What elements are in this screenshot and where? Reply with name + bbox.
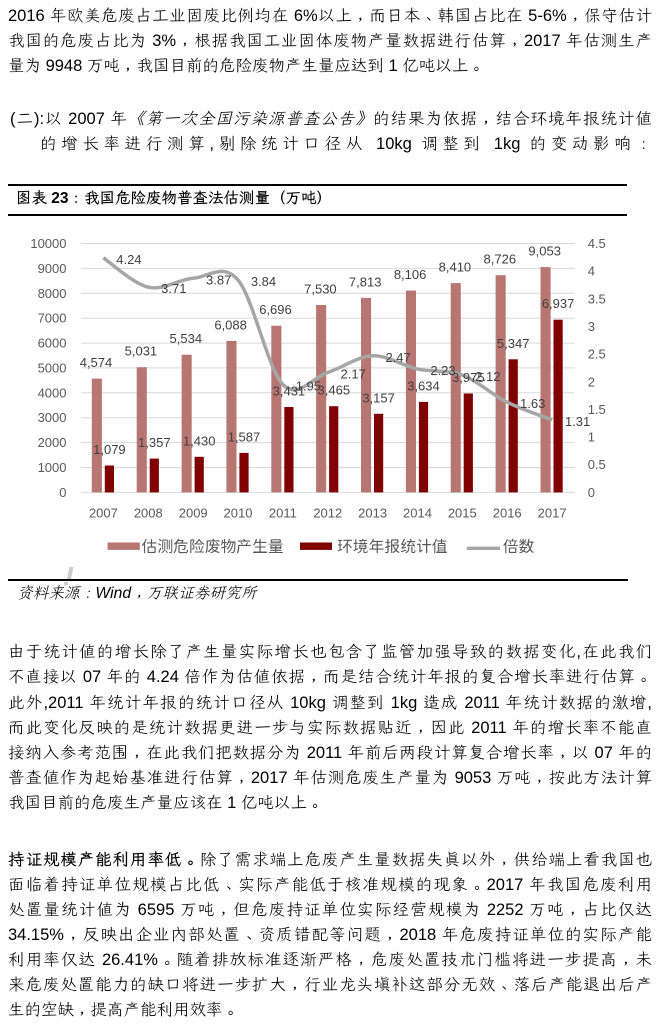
svg-text:5000: 5000 — [38, 360, 67, 375]
svg-text:3.71: 3.71 — [161, 281, 186, 296]
svg-text:1: 1 — [588, 430, 595, 445]
svg-text:2016: 2016 — [493, 506, 522, 521]
svg-text:9000: 9000 — [38, 261, 67, 276]
svg-text:2009: 2009 — [179, 506, 208, 521]
svg-text:0.5: 0.5 — [588, 457, 606, 472]
svg-text:3,634: 3,634 — [407, 378, 440, 393]
svg-text:1.31: 1.31 — [565, 414, 590, 429]
svg-text:7,813: 7,813 — [349, 274, 382, 289]
svg-text:4.24: 4.24 — [116, 252, 141, 267]
svg-text:2000: 2000 — [38, 435, 67, 450]
svg-text:0: 0 — [588, 485, 595, 500]
svg-text:2010: 2010 — [224, 506, 253, 521]
svg-text:9,053: 9,053 — [528, 244, 561, 259]
svg-text:2015: 2015 — [448, 506, 477, 521]
svg-text:10000: 10000 — [30, 236, 66, 251]
svg-text:5,347: 5,347 — [497, 336, 530, 351]
svg-text:5,031: 5,031 — [125, 344, 158, 359]
svg-text:1,357: 1,357 — [138, 435, 171, 450]
svg-text:8000: 8000 — [38, 286, 67, 301]
svg-text:倍数: 倍数 — [503, 538, 535, 556]
svg-text:1000: 1000 — [38, 460, 67, 475]
svg-text:3,975: 3,975 — [452, 370, 485, 385]
svg-text:6,937: 6,937 — [542, 296, 575, 311]
svg-text:1,587: 1,587 — [228, 429, 261, 444]
svg-text:0: 0 — [59, 485, 66, 500]
svg-text:2017: 2017 — [538, 506, 567, 521]
svg-text:5,534: 5,534 — [170, 331, 203, 346]
svg-text:2011: 2011 — [269, 506, 297, 521]
svg-text:1.63: 1.63 — [520, 396, 545, 411]
svg-text:2.17: 2.17 — [341, 366, 366, 381]
svg-text:7000: 7000 — [38, 311, 67, 326]
svg-text:4.5: 4.5 — [588, 236, 606, 251]
svg-text:1.95: 1.95 — [296, 379, 321, 394]
svg-text:6,088: 6,088 — [214, 317, 247, 332]
svg-text:3,465: 3,465 — [318, 383, 351, 398]
svg-text:8,106: 8,106 — [394, 267, 427, 282]
svg-text:4: 4 — [588, 264, 595, 279]
svg-text:2008: 2008 — [134, 506, 163, 521]
svg-text:2.47: 2.47 — [385, 350, 410, 365]
svg-text:4,574: 4,574 — [80, 355, 113, 370]
svg-text:3,431: 3,431 — [273, 384, 306, 399]
svg-text:2012: 2012 — [313, 506, 342, 521]
svg-text:3,157: 3,157 — [362, 390, 395, 405]
svg-text:2: 2 — [588, 374, 595, 389]
svg-text:6000: 6000 — [38, 336, 67, 351]
svg-text:2014: 2014 — [403, 506, 432, 521]
svg-text:4000: 4000 — [38, 385, 67, 400]
svg-text:3.5: 3.5 — [588, 291, 606, 306]
svg-text:6,696: 6,696 — [259, 302, 292, 317]
svg-text:估测危险废物产生量: 估测危险废物产生量 — [142, 538, 284, 556]
svg-text:1.5: 1.5 — [588, 402, 606, 417]
svg-text:3.87: 3.87 — [206, 272, 231, 287]
svg-text:7,530: 7,530 — [304, 282, 337, 297]
svg-text:3000: 3000 — [38, 410, 67, 425]
svg-text:8,726: 8,726 — [484, 252, 517, 267]
svg-text:2.5: 2.5 — [588, 347, 606, 362]
svg-text:3.84: 3.84 — [251, 274, 276, 289]
svg-text:2.12: 2.12 — [475, 369, 500, 384]
svg-text:1,430: 1,430 — [183, 433, 216, 448]
svg-text:8,410: 8,410 — [439, 260, 472, 275]
svg-text:环境年报统计值: 环境年报统计值 — [337, 538, 448, 556]
svg-text:3: 3 — [588, 319, 595, 334]
svg-text:2013: 2013 — [358, 506, 387, 521]
svg-text:2007: 2007 — [89, 506, 118, 521]
svg-text:1,079: 1,079 — [93, 442, 126, 457]
svg-text:2.23: 2.23 — [430, 363, 455, 378]
